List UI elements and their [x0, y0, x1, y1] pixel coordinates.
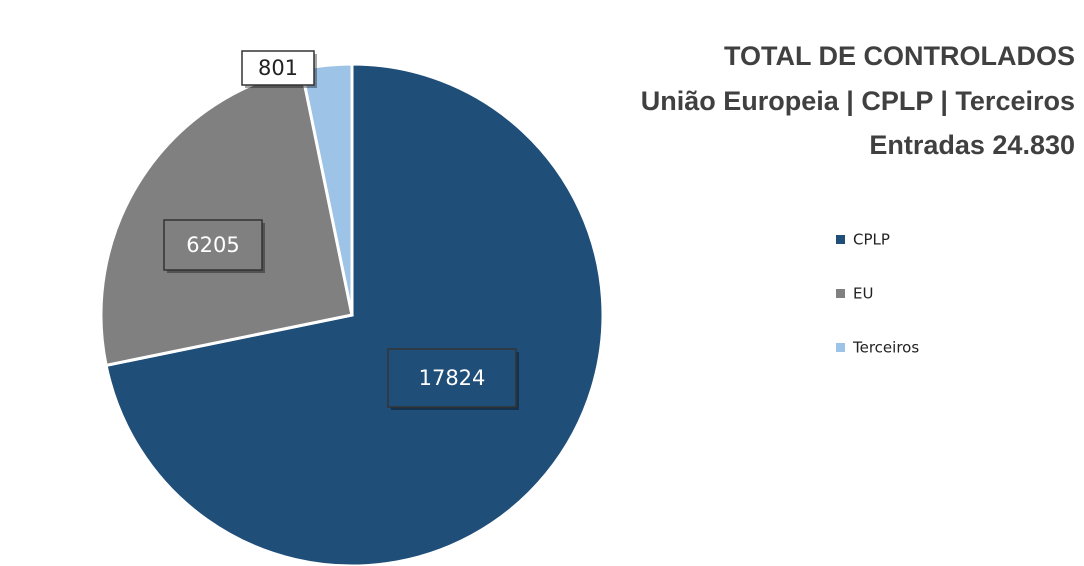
data-label-box: [241, 50, 315, 86]
data-label-box: [163, 219, 263, 271]
legend-label: CPLP: [853, 231, 890, 249]
legend-label: Terceiros: [852, 339, 919, 357]
chart-title: TOTAL DE CONTROLADOS: [724, 41, 1075, 71]
data-label: 6205: [186, 233, 239, 257]
chart-subtitle: União Europeia | CPLP | Terceiros: [641, 86, 1075, 116]
legend: CPLP EU Terceiros: [836, 231, 919, 357]
legend-label: EU: [853, 285, 873, 303]
legend-swatch: [836, 235, 845, 244]
legend-swatch: [836, 289, 845, 298]
legend-swatch: [836, 343, 845, 352]
data-label: 17824: [419, 366, 486, 390]
pie-slice: [104, 62, 605, 566]
data-label: 801: [258, 56, 298, 80]
chart-subtitle: Entradas 24.830: [869, 130, 1075, 160]
data-label-box: [387, 348, 517, 408]
pie: [99, 62, 605, 566]
data-labels: 17824 6205 801: [163, 50, 519, 410]
